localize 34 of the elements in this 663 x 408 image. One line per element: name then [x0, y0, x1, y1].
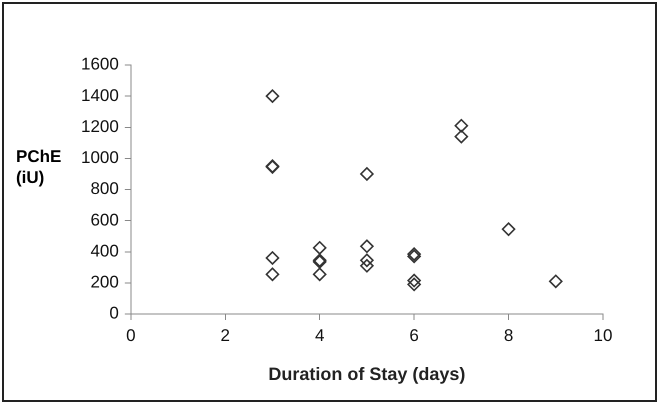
point [360, 254, 374, 268]
y-tick-label: 1200 [80, 116, 119, 136]
y-axis-title: PChE (iU) [16, 146, 62, 188]
point [407, 278, 421, 292]
x-tick-label: 2 [220, 326, 230, 345]
point [548, 274, 563, 288]
x-tick-label: 0 [126, 326, 136, 345]
point [360, 258, 374, 273]
x-tick-label: 8 [504, 326, 514, 345]
point [407, 250, 421, 264]
y-tick-label: 400 [90, 241, 119, 260]
point [454, 130, 468, 144]
x-tick-label: 10 [594, 326, 612, 345]
y-tick-label: 200 [90, 272, 119, 292]
point [454, 118, 468, 132]
y-tick-label: 600 [90, 210, 119, 230]
y-tick-label: 1400 [80, 86, 119, 105]
point [266, 268, 280, 282]
point [502, 222, 516, 236]
x-tick-label: 6 [409, 326, 419, 345]
point [312, 268, 326, 282]
point [407, 274, 421, 288]
x-axis-title: Duration of Stay (days) [268, 364, 466, 384]
y-tick-label: 1600 [80, 54, 119, 74]
point [266, 251, 280, 265]
y-tick-label: 0 [109, 304, 119, 323]
point [360, 240, 374, 254]
y-tick-label: 1000 [80, 148, 119, 168]
y-tick-label: 800 [90, 179, 119, 198]
point [312, 241, 326, 255]
point [266, 89, 280, 103]
point [360, 167, 374, 181]
x-tick-label: 4 [314, 326, 324, 345]
point [407, 247, 421, 261]
